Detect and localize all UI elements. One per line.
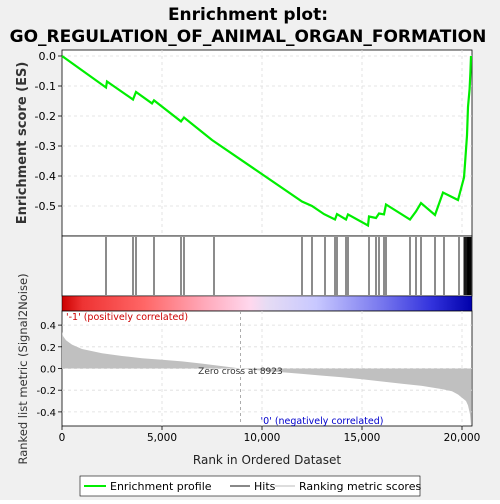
metric-y-ticks: 0.4 0.2 0.0 -0.2 -0.4	[36, 321, 62, 419]
zero-cross-label: Zero cross at 8923	[198, 367, 283, 377]
es-gridlines	[62, 50, 472, 236]
x-tick-label: 15,000	[344, 432, 381, 444]
positive-correlation-label: '-1' (positively correlated)	[66, 312, 188, 323]
es-tick-label: -0.4	[35, 170, 56, 183]
metric-y-tick-label: -0.2	[36, 386, 56, 397]
metric-y-tick-label: 0.4	[40, 321, 56, 332]
legend: Enrichment profile Hits Ranking metric s…	[79, 475, 421, 497]
es-tick-label: -0.1	[35, 80, 56, 93]
metric-y-tick-label: 0.2	[40, 343, 56, 354]
hits-plot-area	[61, 235, 473, 297]
legend-enrichment-profile-label: Enrichment profile	[110, 480, 212, 493]
es-y-axis-label: Enrichment score (ES)	[15, 62, 30, 225]
es-plot-area	[61, 49, 473, 237]
enrichment-profile-line	[61, 55, 473, 228]
hits-panel	[61, 235, 473, 297]
es-tick-label: -0.5	[35, 200, 56, 213]
ranking-metric-area	[62, 331, 471, 425]
x-tick-label: 20,000	[444, 432, 481, 444]
metric-y-axis-label: Ranked list metric (Signal2Noise)	[16, 273, 30, 464]
x-tick-label: 0	[59, 432, 66, 444]
es-tick-label: -0.2	[35, 110, 56, 123]
legend-hits-label: Hits	[254, 480, 276, 493]
x-tick-label: 5,000	[147, 432, 177, 444]
negative-correlation-label: '0' (negatively correlated)	[261, 416, 384, 427]
chart-title-line1: Enrichment plot:	[168, 5, 328, 25]
metric-y-tick-label: -0.4	[36, 408, 56, 419]
es-panel: 0.0 -0.1 -0.2 -0.3 -0.4 -0.5 Enrichment score…	[15, 49, 473, 237]
es-tick-label: -0.3	[35, 140, 56, 153]
x-axis-label: Rank in Ordered Dataset	[193, 453, 341, 467]
metric-x-ticks: 0 5,000 10,000 15,000 20,000	[59, 426, 481, 444]
legend-ranking-metric-label: Ranking metric scores	[299, 480, 421, 493]
x-tick-label: 10,000	[244, 432, 281, 444]
chart-title-line2: GO_REGULATION_OF_ANIMAL_ORGAN_FORMATION	[10, 27, 487, 47]
color-bar-gradient	[61, 295, 473, 312]
es-tick-label: 0.0	[39, 50, 57, 63]
rank-color-bar	[61, 295, 473, 312]
metric-panel: 0.4 0.2 0.0 -0.2 -0.4 0 5,000 10,000 15,000 20,0…	[16, 273, 480, 467]
es-y-ticks: 0.0 -0.1 -0.2 -0.3 -0.4 -0.5	[35, 50, 62, 213]
hit-marks	[105, 237, 472, 295]
metric-y-tick-label: 0.0	[40, 365, 56, 376]
